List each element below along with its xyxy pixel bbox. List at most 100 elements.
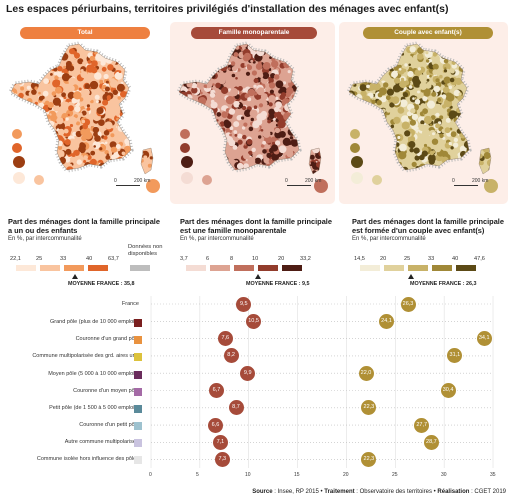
legend-title-total: Part des ménages dont la famille princip… <box>8 217 160 235</box>
legend-tick: 63,7 <box>108 256 119 262</box>
treatment-label: Traitement <box>324 489 355 495</box>
map-header-couple: Couple avec enfant(s) <box>363 27 493 39</box>
legend-subtitle-couple: En %, par intercommunalité <box>352 236 426 242</box>
source-label: Source <box>252 489 273 495</box>
average-label: MOYENNE FRANCE : <box>68 281 123 287</box>
legend-swatch <box>282 265 302 271</box>
map-header-total: Total <box>20 27 150 39</box>
scale-max-total: 200 km <box>134 178 151 184</box>
row-label: Couronne d'un grand pôle <box>75 336 139 342</box>
overseas-territory <box>13 156 25 168</box>
map-total <box>7 41 160 193</box>
average-total: MOYENNE FRANCE : 35,8 <box>68 281 135 287</box>
row-label: Couronne d'un moyen pôle <box>73 388 139 394</box>
legend-tick: 33 <box>428 256 435 262</box>
overseas-territory <box>351 156 363 168</box>
bubble-couple: 22,0 <box>358 365 374 381</box>
legend-tick: 3,7 <box>180 256 188 262</box>
row-label: Commune multipolarisée des grd. aires ur… <box>32 353 139 359</box>
category-swatch <box>134 336 142 344</box>
legend-tick: 22,1 <box>10 256 21 262</box>
overseas-territory <box>13 172 25 184</box>
scale-min-total: 0 <box>114 178 117 184</box>
legend-swatch <box>360 265 380 271</box>
bubble-mono: 7,3 <box>214 452 230 468</box>
overseas-territory <box>314 179 328 193</box>
legend-tick: 20 <box>380 256 387 262</box>
legend-title-line2: a un ou des enfants <box>8 226 78 235</box>
page-title: Les espaces périurbains, territoires pri… <box>6 3 449 15</box>
scale-bar-total <box>116 185 140 186</box>
legend-tick: 40 <box>86 256 93 262</box>
source-line: Source : Insee, RP 2015 • Traitement : O… <box>252 489 506 495</box>
legend-tick: 25 <box>404 256 411 262</box>
row-label: Moyen pôle (5 000 à 10 000 emplois) <box>48 371 139 377</box>
average-marker <box>72 274 78 279</box>
average-label: MOYENNE FRANCE : <box>246 281 301 287</box>
bubble-mono: 8,7 <box>228 400 244 416</box>
bubble-mono: 6,6 <box>208 417 223 433</box>
source-text: : Insee, RP 2015 • <box>272 489 325 495</box>
bubble-couple: 27,7 <box>414 417 430 433</box>
average-marker <box>255 274 261 279</box>
legend-swatch <box>384 265 404 271</box>
legend-na-line2: disponibles <box>128 251 158 257</box>
category-swatch <box>134 439 142 447</box>
legend-tick: 47,6 <box>474 256 485 262</box>
bubble-mono: 10,5 <box>246 313 262 329</box>
bubble-couple: 22,3 <box>361 400 377 416</box>
overseas-territory <box>202 175 212 185</box>
bubble-mono: 7,1 <box>212 434 228 450</box>
legend-subtitle-mono: En %, par intercommunalité <box>180 236 254 242</box>
treatment-text: : Observatoire des territoires • <box>354 489 438 495</box>
average-value: 26,3 <box>466 281 477 287</box>
legend-title-mono: Part des ménages dont la famille princip… <box>180 217 332 235</box>
scale-max-mono: 200 km <box>305 178 322 184</box>
overseas-territory <box>351 172 363 184</box>
overseas-territory <box>12 143 22 153</box>
bubble-couple: 26,3 <box>400 296 416 312</box>
category-swatch <box>134 405 142 413</box>
scale-min-mono: 0 <box>285 178 288 184</box>
map-mono <box>175 41 328 193</box>
production-label: Réalisation <box>437 489 470 495</box>
legend-tick: 8 <box>230 256 234 262</box>
bubble-couple: 24,1 <box>379 313 394 329</box>
legend-tick: 14,5 <box>354 256 365 262</box>
legend-swatch <box>88 265 108 271</box>
row-label: Autre commune multipolarisée <box>64 439 139 445</box>
legend-swatch <box>210 265 230 271</box>
legend-title-line2: est une famille monoparentale <box>180 226 287 235</box>
category-swatch <box>134 371 142 379</box>
overseas-territory <box>180 143 190 153</box>
average-marker <box>408 274 414 279</box>
row-label: Couronne d'un petit pôle <box>79 422 139 428</box>
bubble-mono: 7,6 <box>217 331 233 347</box>
average-mono: MOYENNE FRANCE : 9,5 <box>246 281 310 287</box>
france-outline <box>10 43 154 175</box>
average-value: 9,5 <box>302 281 310 287</box>
bubble-couple: 28,7 <box>423 434 439 450</box>
average-couple: MOYENNE FRANCE : 26,3 <box>410 281 477 287</box>
row-label: France <box>121 301 139 307</box>
category-swatch <box>134 353 142 361</box>
legend-title-line1: Part des ménages dont la famille princip… <box>180 217 332 226</box>
legend-tick: 33,2 <box>300 256 311 262</box>
row-label: Grand pôle (plus de 10 000 emplois) <box>50 319 139 325</box>
scale-max-couple: 200 km <box>472 178 489 184</box>
france-outline <box>178 43 322 175</box>
overseas-territory <box>146 179 160 193</box>
legend-tick: 20 <box>278 256 285 262</box>
scale-min-couple: 0 <box>452 178 455 184</box>
x-tick: 35 <box>490 472 496 478</box>
row-label: Commune isolée hors influence des pôles <box>36 456 139 462</box>
overseas-territory <box>181 172 193 184</box>
overseas-territory <box>12 129 22 139</box>
legend-tick: 10 <box>252 256 259 262</box>
map-couple <box>345 41 498 193</box>
legend-tick: 33 <box>60 256 67 262</box>
bubble-couple: 34,1 <box>476 331 492 347</box>
legend-swatch <box>40 265 60 271</box>
legend-swatch <box>408 265 428 271</box>
bubble-couple: 22,3 <box>361 452 377 468</box>
